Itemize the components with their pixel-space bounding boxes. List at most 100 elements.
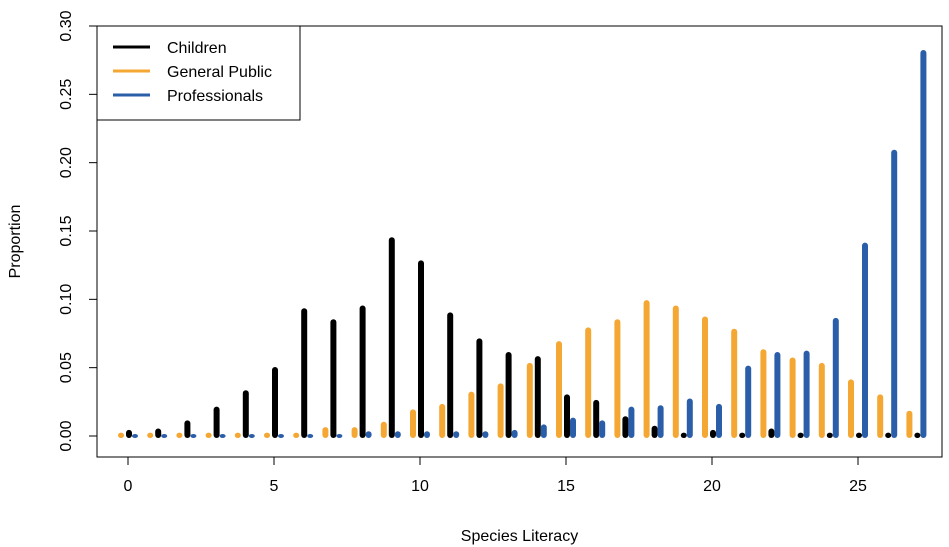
bar bbox=[248, 434, 255, 438]
bar bbox=[132, 434, 138, 438]
bar bbox=[118, 432, 124, 438]
bar bbox=[351, 427, 358, 438]
bar bbox=[511, 429, 518, 438]
bar bbox=[556, 341, 562, 438]
bar bbox=[147, 432, 154, 438]
bar bbox=[862, 242, 868, 438]
x-tick-label: 20 bbox=[703, 478, 721, 495]
bar bbox=[213, 406, 220, 438]
bar bbox=[242, 390, 249, 438]
bar bbox=[797, 432, 804, 438]
bar bbox=[731, 328, 738, 438]
bar bbox=[914, 432, 921, 438]
bar bbox=[643, 300, 650, 438]
bar bbox=[322, 427, 329, 438]
bar bbox=[803, 350, 810, 438]
bar bbox=[622, 416, 629, 438]
bar bbox=[710, 429, 716, 438]
x-tick-label: 0 bbox=[124, 478, 133, 495]
bar bbox=[564, 394, 570, 438]
bar bbox=[526, 362, 533, 438]
bar bbox=[877, 394, 884, 438]
bar bbox=[745, 365, 752, 438]
y-tick-label: 0.10 bbox=[58, 284, 75, 315]
bar bbox=[278, 434, 284, 438]
bar bbox=[672, 305, 679, 438]
series-professionals bbox=[132, 49, 927, 438]
bar bbox=[418, 260, 424, 438]
bar bbox=[447, 312, 454, 438]
bar bbox=[476, 338, 483, 438]
bar bbox=[497, 383, 504, 438]
bar bbox=[307, 434, 314, 438]
bar bbox=[680, 432, 687, 438]
bar bbox=[184, 420, 191, 438]
bar bbox=[774, 352, 781, 438]
bar bbox=[651, 425, 658, 438]
y-tick-label: 0.20 bbox=[58, 147, 75, 178]
bar bbox=[885, 432, 892, 438]
bar bbox=[126, 429, 132, 438]
bar bbox=[155, 428, 162, 438]
bar bbox=[359, 305, 366, 438]
y-tick-label: 0.15 bbox=[58, 215, 75, 246]
bar bbox=[234, 432, 241, 438]
legend-item: Children bbox=[113, 40, 227, 57]
legend-item: Professionals bbox=[113, 88, 263, 105]
bar bbox=[818, 362, 825, 438]
bar bbox=[424, 431, 430, 438]
legend-label: Children bbox=[167, 40, 227, 57]
bar bbox=[716, 403, 722, 438]
bar bbox=[388, 237, 395, 438]
x-axis-label: Species Literacy bbox=[461, 528, 578, 545]
series-children bbox=[126, 237, 921, 438]
bar bbox=[832, 317, 839, 438]
bar bbox=[789, 357, 796, 438]
bar bbox=[540, 424, 547, 438]
bar bbox=[264, 432, 270, 438]
bar bbox=[453, 431, 460, 438]
bar bbox=[856, 432, 862, 438]
legend-label: General Public bbox=[167, 64, 272, 81]
bar bbox=[920, 49, 927, 438]
x-axis: 0 5 10 15 20 25 bbox=[124, 456, 867, 495]
bar bbox=[190, 434, 197, 438]
bar bbox=[768, 428, 775, 438]
y-tick-label: 0.30 bbox=[58, 10, 75, 41]
y-tick-label: 0.00 bbox=[58, 420, 75, 451]
x-tick-label: 15 bbox=[557, 478, 575, 495]
bar bbox=[272, 367, 278, 438]
x-tick-label: 5 bbox=[270, 478, 279, 495]
bar bbox=[599, 420, 606, 438]
bar bbox=[628, 406, 635, 438]
y-axis-label: Proportion bbox=[7, 205, 24, 279]
bar bbox=[505, 352, 512, 438]
bar bbox=[410, 409, 416, 438]
bar bbox=[585, 327, 592, 438]
bar bbox=[614, 319, 621, 438]
x-tick-label: 25 bbox=[849, 478, 867, 495]
bar bbox=[301, 308, 308, 438]
bar bbox=[702, 316, 708, 438]
bar-series-group bbox=[118, 49, 927, 438]
legend-label: Professionals bbox=[167, 88, 263, 105]
bar bbox=[906, 410, 913, 438]
bar bbox=[657, 405, 664, 438]
bar bbox=[760, 349, 767, 438]
bar bbox=[534, 356, 541, 438]
y-tick-label: 0.05 bbox=[58, 352, 75, 383]
x-tick-label: 10 bbox=[411, 478, 429, 495]
bar bbox=[891, 149, 898, 438]
bar bbox=[394, 431, 401, 438]
bar bbox=[219, 434, 226, 438]
bar bbox=[293, 432, 300, 438]
legend-item: General Public bbox=[113, 64, 272, 81]
bar bbox=[205, 432, 212, 438]
series-general-public bbox=[118, 300, 913, 438]
bar bbox=[739, 432, 746, 438]
legend-box bbox=[96, 25, 301, 121]
bar bbox=[161, 434, 168, 438]
bar bbox=[336, 434, 343, 438]
bar bbox=[439, 403, 446, 438]
